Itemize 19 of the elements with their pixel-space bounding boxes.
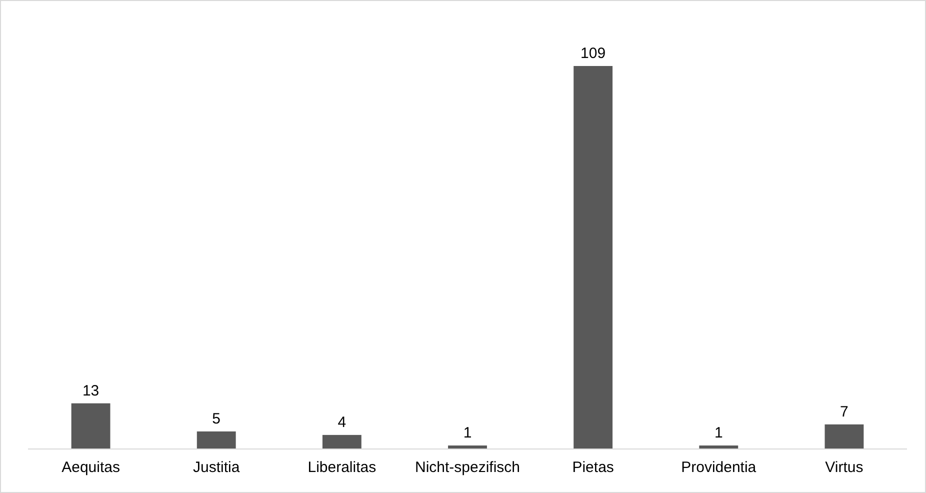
- x-tick-label: Aequitas: [62, 459, 120, 476]
- data-label: 1: [714, 424, 723, 442]
- x-tick-label: Providentia: [681, 459, 757, 476]
- data-label: 5: [212, 410, 221, 428]
- bar: [71, 403, 110, 449]
- bar: [322, 434, 362, 449]
- x-tick-label: Pietas: [572, 459, 614, 476]
- data-label: 7: [840, 403, 848, 420]
- data-label: 4: [338, 414, 346, 431]
- bar: [824, 424, 864, 449]
- x-tick-label: Justitia: [193, 459, 240, 476]
- data-label: 13: [82, 382, 100, 400]
- data-label: 1: [463, 424, 472, 442]
- data-label: 109: [580, 45, 606, 62]
- x-tick-label: Nicht-spezifisch: [414, 459, 520, 476]
- bar: [196, 431, 236, 449]
- x-tick-label: Virtus: [825, 459, 864, 476]
- x-tick-label: Liberalitas: [308, 459, 376, 476]
- bar: [574, 66, 613, 449]
